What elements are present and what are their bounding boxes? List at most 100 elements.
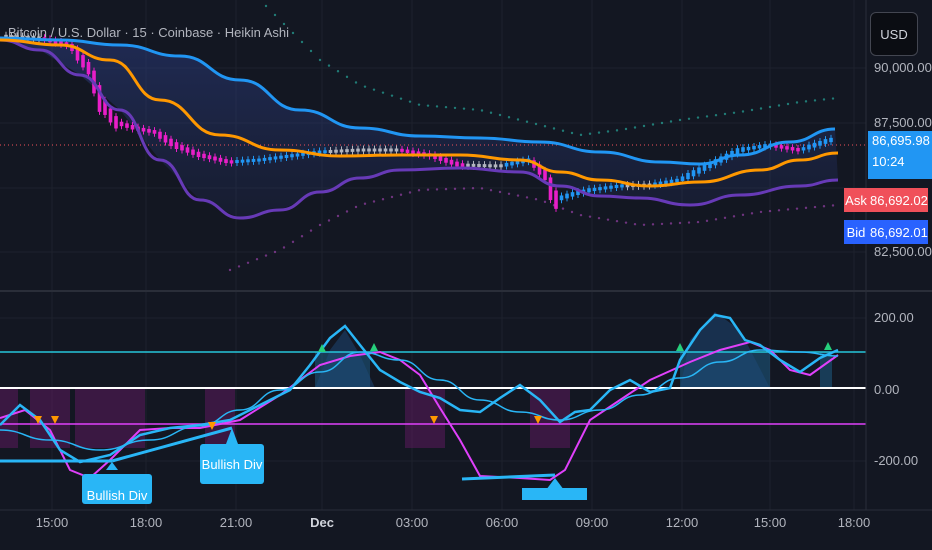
candle-body <box>686 172 690 180</box>
candle-body <box>323 150 327 154</box>
upper-envelope-dot <box>291 31 295 35</box>
time-axis-label: 03:00 <box>395 515 429 530</box>
upper-envelope-dot <box>426 104 430 107</box>
upper-envelope-dot <box>282 22 286 26</box>
upper-envelope-dot <box>480 109 484 112</box>
candle-body <box>75 48 80 61</box>
lower-envelope-dot <box>678 221 682 225</box>
bullish-divergence-label: Bullish Div <box>82 474 152 504</box>
upper-envelope-dot <box>750 108 754 112</box>
candle-body <box>169 138 173 147</box>
price-axis-label: 87,500.00 <box>874 115 932 130</box>
upper-envelope-dot <box>570 131 574 135</box>
upper-envelope-dot <box>516 118 520 121</box>
bullish-label-box <box>522 488 587 500</box>
lower-envelope-dot <box>624 221 628 224</box>
lower-envelope-dot <box>804 206 808 210</box>
upper-envelope-dot <box>273 13 277 17</box>
upper-envelope-dot <box>318 58 322 62</box>
candle-body <box>290 154 294 158</box>
upper-envelope-dot <box>741 110 745 113</box>
lower-envelope-dot <box>228 268 232 272</box>
candle-body <box>218 157 223 162</box>
ask-tag: Ask 86,692.02 <box>844 188 928 212</box>
candle-body <box>752 145 756 150</box>
candle-body <box>757 145 762 149</box>
candle-body <box>543 169 547 181</box>
candle-body <box>367 148 371 152</box>
upper-envelope-dot <box>588 132 592 135</box>
lower-envelope-dot <box>750 212 754 215</box>
candle-body <box>823 139 828 144</box>
bid-value: 86,692.01 <box>868 220 928 244</box>
upper-envelope-dot <box>381 91 385 94</box>
candle-body <box>301 152 305 156</box>
candle-body <box>9 35 14 39</box>
upper-envelope-dot <box>723 112 727 116</box>
upper-envelope-dot <box>651 123 655 126</box>
candle-body <box>680 176 685 182</box>
upper-envelope-dot <box>309 49 313 53</box>
upper-envelope-dot <box>669 120 673 123</box>
lower-envelope-dot <box>381 198 385 201</box>
candle-body <box>554 190 558 209</box>
candle-body <box>328 149 333 153</box>
upper-envelope-dot <box>498 113 502 117</box>
candle-body <box>53 39 58 44</box>
bearish-signal-marker <box>208 422 216 430</box>
candle-body <box>774 144 778 148</box>
lower-envelope-dot <box>426 188 430 191</box>
upper-envelope-dot <box>642 124 646 128</box>
upper-envelope-dot <box>543 125 547 128</box>
upper-envelope-dot <box>435 105 439 108</box>
candle-body <box>350 148 355 152</box>
candle-body <box>389 148 393 152</box>
candle-body <box>669 179 674 184</box>
lower-envelope-dot <box>525 196 529 199</box>
lower-envelope-dot <box>471 187 475 190</box>
lower-envelope-dot <box>462 187 466 190</box>
candle-body <box>763 144 767 148</box>
candle-body <box>708 161 712 169</box>
lower-envelope-dot <box>741 213 745 217</box>
upper-envelope-dot <box>525 120 529 123</box>
upper-envelope-dot <box>804 100 808 103</box>
candle-body <box>147 128 151 133</box>
candle-body <box>246 159 250 163</box>
candle-body <box>620 184 624 188</box>
lower-envelope-dot <box>480 187 484 190</box>
candle-body <box>746 146 751 151</box>
price-pane[interactable] <box>0 0 866 272</box>
blue-moving-average <box>0 36 836 166</box>
time-axis-label: 21:00 <box>219 515 253 530</box>
candle-body <box>730 150 734 158</box>
lower-envelope-dot <box>363 202 367 205</box>
candle-body <box>587 188 591 193</box>
lower-envelope-dot <box>300 235 304 238</box>
candle-body <box>119 121 124 127</box>
candle-body <box>229 160 234 164</box>
time-axis-label: 06:00 <box>485 515 519 530</box>
lower-envelope-dot <box>264 254 268 257</box>
lower-envelope-dot <box>354 205 358 209</box>
upper-envelope-dot <box>363 85 367 88</box>
candle-body <box>125 123 129 128</box>
candle-body <box>174 142 179 149</box>
upper-envelope-dot <box>327 64 331 67</box>
candle-body <box>334 149 338 153</box>
lower-envelope-dot <box>534 198 538 201</box>
oscillator-pane[interactable] <box>0 312 866 500</box>
lower-envelope-dot <box>606 218 610 221</box>
upper-envelope-dot <box>732 111 736 115</box>
candle-body <box>691 170 696 177</box>
lower-envelope-dot <box>660 222 664 226</box>
candle-body <box>812 142 817 148</box>
lower-envelope-dot <box>759 210 763 214</box>
candle-body <box>493 164 498 168</box>
lower-envelope-dot <box>435 188 439 191</box>
lower-envelope-dot <box>777 209 781 212</box>
currency-button[interactable]: USD <box>870 12 918 56</box>
upper-envelope-dot <box>813 99 817 102</box>
signal-markers <box>34 342 832 500</box>
